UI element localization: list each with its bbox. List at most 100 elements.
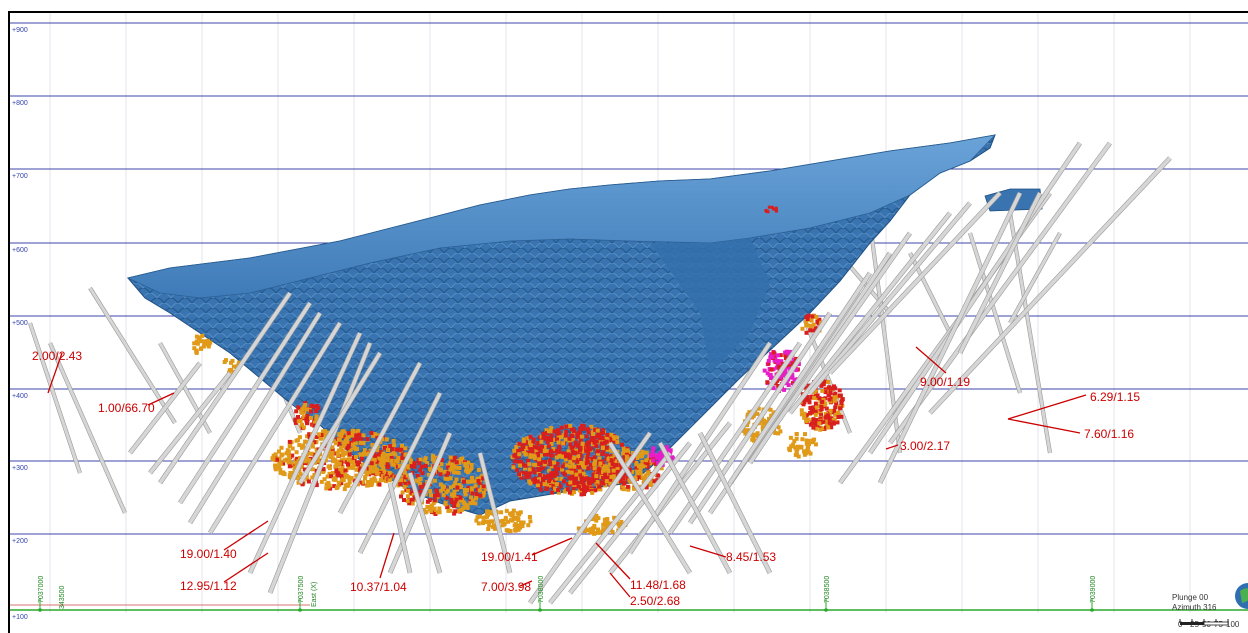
elevation-label: +100 [12,614,28,621]
mineral-block [333,464,338,469]
mineral-block [643,473,648,478]
mineral-block [517,452,522,457]
mineral-block [351,465,356,470]
mineral-block [594,518,599,523]
mineral-block [524,440,528,445]
mineral-block [766,359,771,363]
mineral-block [523,466,527,471]
mineral-block [372,457,377,462]
mineral-block [579,434,584,439]
mineral-block [296,474,301,479]
mineral-block [568,464,573,469]
mineral-block [803,396,808,401]
mineral-block [312,472,317,477]
mineral-block [346,443,351,448]
mineral-block [648,483,653,487]
mineral-block [638,469,643,474]
mineral-block [541,476,545,481]
mineral-block [346,483,351,488]
mineral-block [336,437,341,442]
mineral-block [829,425,834,430]
mineral-block [399,494,403,499]
mineral-block [594,439,599,444]
mineral-block [790,372,795,377]
mineral-block [583,458,588,463]
mineral-block [826,380,831,384]
mineral-block [406,465,411,470]
mineral-block [330,445,335,450]
mineral-block [284,451,289,456]
mineral-block [492,526,497,531]
mineral-block [573,440,578,445]
mineral-block [410,497,415,502]
mineral-block [754,433,759,438]
mineral-block [770,205,774,209]
mineral-block [819,407,824,412]
mineral-block [799,412,804,417]
mineral-block [456,503,461,508]
mineral-block [419,464,424,469]
mineral-block [638,472,643,477]
mineral-block [198,339,203,344]
mineral-block [768,372,773,377]
mineral-block [302,459,307,464]
mineral-block [375,467,380,472]
section-view[interactable]: +900 +800 +700 +600 +500 +400 +300 +200 +100 703… [8,11,1248,633]
mineral-block [470,500,475,505]
mineral-block [288,470,293,475]
mineral-block [351,463,356,468]
mineral-block [376,452,381,457]
mineral-block [510,511,515,515]
mineral-block [784,356,788,361]
mineral-block [330,450,335,455]
mineral-block [296,459,301,464]
mineral-block [808,328,813,333]
mineral-block [664,445,669,450]
mineral-block [237,360,242,365]
mineral-block [290,471,295,475]
mineral-block [786,363,791,368]
mineral-block [296,480,301,485]
mineral-block [542,482,547,487]
mineral-block [605,453,610,458]
mineral-block [301,443,306,448]
mineral-block [448,455,453,460]
mineral-block [518,463,522,468]
mineral-block [840,398,845,403]
mineral-block [520,524,525,529]
mineral-block [808,411,813,415]
mineral-block [578,452,583,457]
mineral-block [370,443,375,447]
mineral-block [506,519,511,524]
mineral-block [597,465,602,470]
mineral-block [583,476,588,481]
mineral-block [549,442,554,446]
mineral-block [499,519,503,524]
mineral-block [526,440,531,445]
mineral-block [429,504,433,509]
mineral-block [475,515,480,520]
mineral-block [613,465,618,470]
intercept-label: 12.95/1.12 [180,579,237,593]
mineral-block [780,372,785,377]
mineral-block [325,474,330,479]
easting-label: 343500 [59,586,66,609]
mineral-block [400,490,405,495]
mineral-block [412,461,417,466]
mineral-block [564,454,568,459]
elevation-label: +400 [12,393,28,400]
mineral-block [819,413,823,418]
mineral-block [568,423,573,428]
mineral-block [317,432,321,437]
mineral-block [391,450,396,455]
mineral-block [572,464,577,469]
mineral-block [604,439,609,444]
mineral-block [356,429,361,433]
mineral-block [577,465,582,470]
mineral-block [827,417,832,422]
mineral-block [529,447,534,452]
mineral-block [532,470,537,475]
mineral-block [813,409,818,414]
mineral-block [813,325,818,330]
mineral-block [570,462,575,467]
